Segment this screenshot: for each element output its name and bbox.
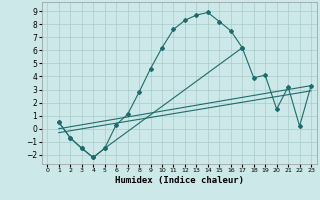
- X-axis label: Humidex (Indice chaleur): Humidex (Indice chaleur): [115, 176, 244, 185]
